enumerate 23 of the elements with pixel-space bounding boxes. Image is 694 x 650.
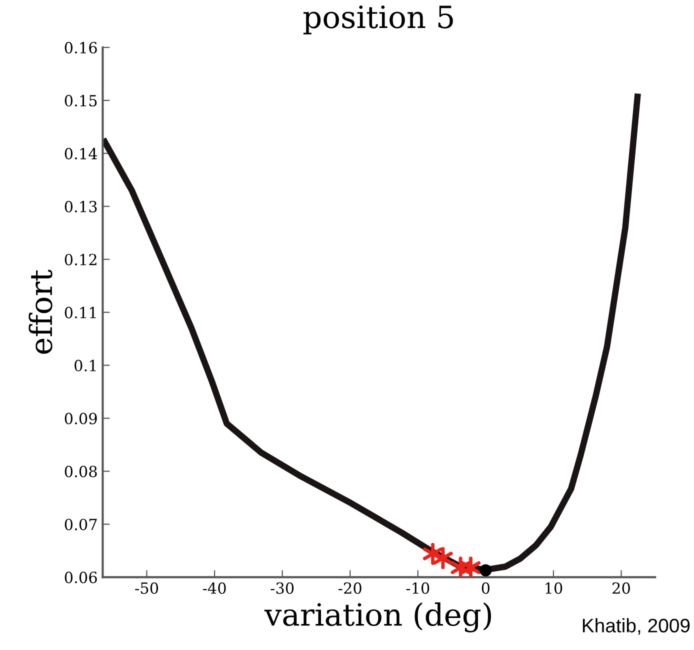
y-axis-title: effort: [28, 270, 52, 354]
y-tick-label: 0.08: [64, 466, 97, 478]
x-axis-title: variation (deg): [264, 602, 491, 632]
x-tick-label: -50: [135, 582, 158, 594]
y-tick-label: 0.13: [64, 200, 97, 212]
y-tick-label: 0.15: [64, 94, 97, 106]
y-tick-label: 0.11: [64, 306, 96, 318]
y-tick-label: 0.09: [64, 412, 97, 424]
x-tick-label: -20: [338, 582, 362, 594]
x-tick-label: 20: [612, 582, 630, 594]
text: Khatib, 2009: [582, 618, 690, 635]
chart-title: position 5: [303, 6, 453, 34]
x-tick-label: 0: [482, 582, 490, 594]
x-tick-label: -10: [406, 582, 430, 594]
y-tick-label: 0.06: [64, 572, 97, 584]
x-tick-label: 10: [546, 582, 562, 594]
y-tick-label: 0.16: [64, 42, 97, 54]
x-tick-label: -40: [202, 582, 226, 594]
y-tick-label: 0.14: [64, 148, 98, 160]
y-tick-label: 0.12: [64, 254, 96, 266]
y-tick-label: 0.07: [64, 518, 97, 530]
y-tick-label: 0.1: [74, 360, 96, 372]
x-tick-label: -30: [270, 582, 294, 594]
